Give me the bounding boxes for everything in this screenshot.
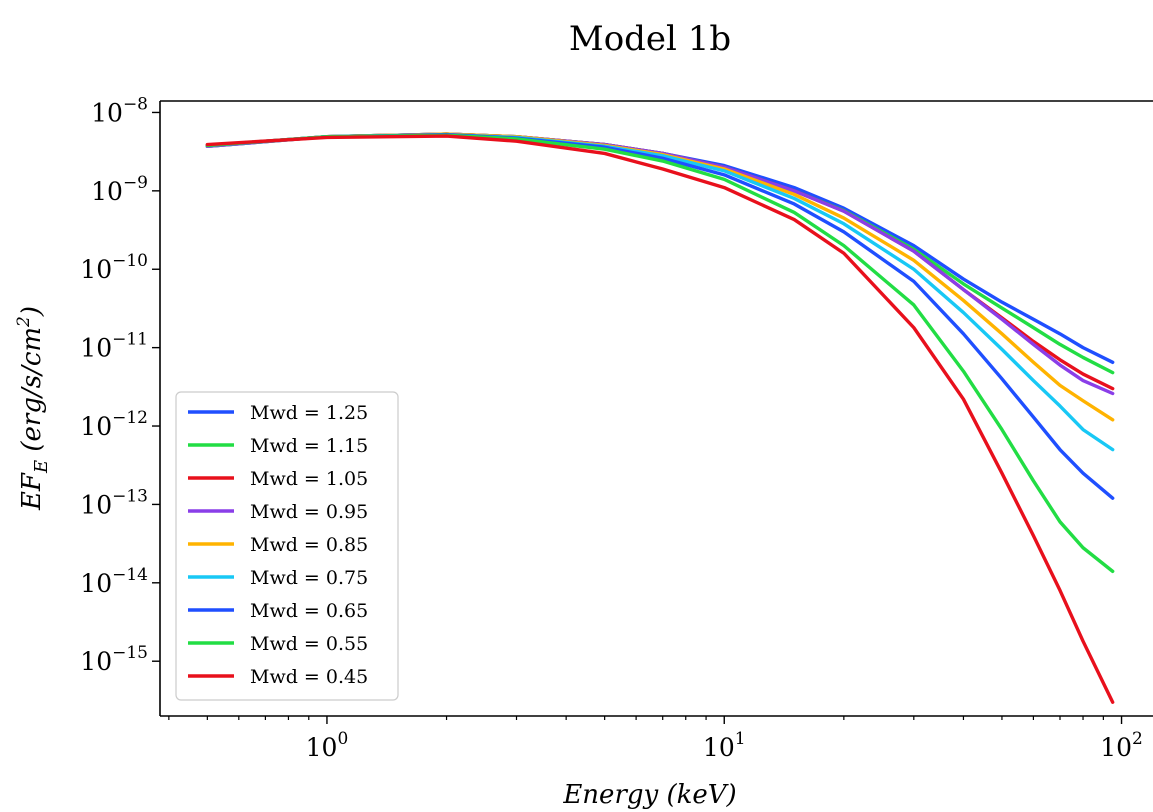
legend-label: Mwd = 1.15: [250, 435, 368, 457]
x-tick-label: 101: [703, 729, 746, 762]
legend-label: Mwd = 0.55: [250, 633, 368, 655]
y-tick-label: 10−10: [80, 251, 148, 284]
legend: Mwd = 1.25 Mwd = 1.15 Mwd = 1.05 Mwd = 0.95…: [175, 391, 399, 701]
y-tick-label: 10−9: [91, 173, 148, 206]
series-line-9: [205, 134, 1115, 704]
legend-label: Mwd = 0.85: [250, 534, 368, 556]
plot-area: 100 101 102 10−8 10−9 10−10 10−11 10−12 10−13 10−…: [80, 94, 1153, 762]
y-tick-label: 10−8: [91, 94, 148, 127]
legend-label: Mwd = 1.05: [250, 468, 368, 490]
y-tick-label: 10−11: [80, 330, 148, 363]
series-layer: [205, 132, 1115, 704]
y-tick-label: 10−15: [80, 643, 148, 676]
x-tick-label: 102: [1100, 729, 1143, 762]
legend-label: Mwd = 0.65: [250, 600, 368, 622]
legend-box: [175, 391, 399, 701]
y-axis-label: EFE (erg/s/cm2): [14, 306, 52, 511]
x-tick-label: 100: [306, 729, 349, 762]
legend-label: Mwd = 0.45: [250, 666, 368, 688]
y-tick-label: 10−13: [80, 486, 148, 519]
legend-label: Mwd = 0.95: [250, 501, 368, 523]
y-tick-label: 10−12: [80, 408, 148, 441]
series-line-5: [205, 132, 1115, 422]
x-axis-label: Energy (keV): [562, 780, 736, 810]
legend-label: Mwd = 1.25: [250, 402, 368, 424]
legend-label: Mwd = 0.75: [250, 567, 368, 589]
series-line-4: [205, 132, 1115, 396]
chart-title: Model 1b: [569, 19, 731, 59]
y-tick-label: 10−14: [80, 565, 148, 598]
